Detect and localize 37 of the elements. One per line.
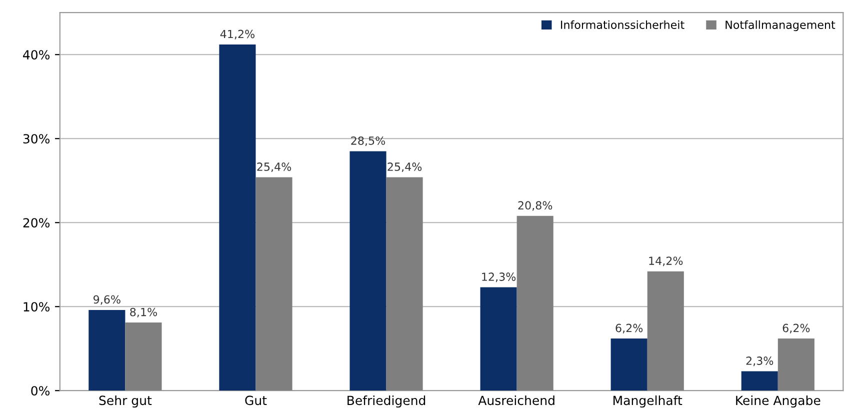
bar (125, 322, 162, 391)
y-tick-label: 40% (23, 50, 50, 60)
bar (256, 177, 292, 391)
x-tick-label: Befriedigend (348, 395, 426, 408)
data-label: 6,2% (782, 324, 810, 334)
data-label: 28,5% (351, 136, 386, 146)
bar (219, 44, 256, 391)
bar (741, 371, 778, 391)
bar (480, 287, 517, 391)
x-tick-label: Ausreichend (478, 395, 554, 406)
bar (386, 177, 423, 391)
y-tick-label: 0% (31, 386, 50, 396)
data-label: 9,6% (94, 295, 120, 305)
x-tick-label: Gut (245, 396, 267, 406)
data-label: 12,3% (482, 272, 516, 282)
data-label: 8,1% (130, 308, 157, 318)
bar (350, 151, 386, 391)
data-label: 25,4% (388, 162, 422, 172)
bar (778, 338, 814, 391)
bar (647, 271, 684, 391)
data-label: 14,2% (649, 256, 683, 266)
y-tick-label: 20% (23, 218, 50, 228)
x-tick-label: Mangelhaft (614, 395, 682, 408)
legend-label: Informationssicherheit (561, 20, 684, 29)
y-tick-label: 30% (23, 134, 50, 144)
bar (88, 310, 126, 391)
data-label: 25,4% (257, 162, 292, 172)
data-label: 2,3% (746, 356, 774, 366)
legend-label: Notfallmanagement (726, 20, 836, 32)
data-label: 6,2% (616, 324, 643, 334)
bar (610, 338, 648, 391)
bar (516, 216, 554, 391)
data-label: 41,2% (220, 30, 254, 40)
x-tick-label: Sehr gut (99, 395, 152, 408)
x-tick-label: Keine Angabe (736, 395, 820, 408)
y-tick-label: 10% (24, 302, 50, 312)
data-label: 20,8% (518, 201, 552, 211)
